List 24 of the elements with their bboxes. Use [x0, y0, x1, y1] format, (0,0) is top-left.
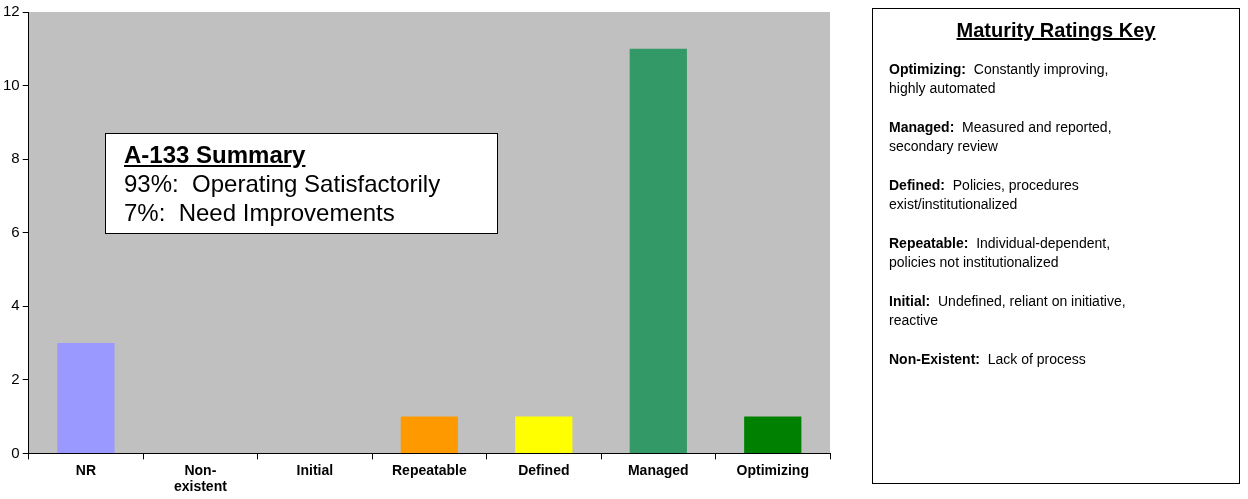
x-tick-label: Optimizing — [736, 461, 809, 478]
annotation: A-133 Summary — [124, 140, 307, 169]
bar — [629, 48, 687, 453]
annotation: 7%: Need Improvements — [124, 198, 396, 227]
bar — [400, 416, 458, 453]
y-tick-label: 10 — [3, 75, 20, 93]
bar — [57, 343, 115, 453]
y-tick-label: 12 — [3, 2, 20, 20]
x-tick-label: Managed — [627, 461, 689, 478]
y-tick-label: 0 — [11, 443, 20, 461]
y-tick-label: 2 — [11, 369, 20, 387]
x-tick-label: Repeatable — [391, 461, 467, 478]
y-tick-label: 8 — [11, 149, 20, 167]
bar — [744, 416, 802, 453]
x-tick-label: Defined — [518, 461, 570, 478]
bar — [515, 416, 573, 453]
x-tick-label: Initial — [296, 461, 334, 478]
y-tick-label: 4 — [11, 296, 20, 314]
summary-box: A-133 Summary 93%: Operating Satisfactorily 7%: Need Improvements — [105, 133, 498, 234]
x-tick-label: NR — [75, 461, 97, 478]
annotation: 93%: Operating Satisfactorily — [124, 169, 442, 198]
key-box: Maturity Ratings Key Optimizing: Constantly improving, highly automated Managed: Measured and reported, secondary review Defined: Policies, procedures exist/institutionalized Repeatable: Individual-dependent, policies not institutionalized Initial: Undefined, reliant on initiative, reactive Non-Existent: Lack of process — [872, 8, 1240, 484]
y-tick-label: 6 — [11, 222, 20, 240]
x-tick-label: Non-existent — [173, 461, 228, 495]
